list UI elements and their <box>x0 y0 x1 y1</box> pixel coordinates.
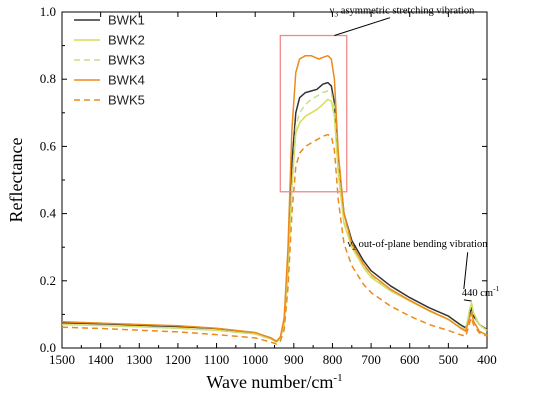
series-line-bwk5 <box>61 133 488 345</box>
annotation-pointer-v2 <box>463 252 469 290</box>
y-tick-label: 0.4 <box>40 206 57 221</box>
x-axis-title: Wave number/cm-1 <box>206 372 342 392</box>
x-tick-label: 800 <box>323 352 343 367</box>
annotation-superscript: -1 <box>493 284 499 293</box>
y-axis-title: Reflectance <box>6 138 26 223</box>
annotation-pointer-p440 <box>463 299 472 302</box>
annotation-subscript: 3 <box>334 10 338 19</box>
series-group <box>61 54 488 345</box>
x-tick-label: 900 <box>284 352 304 367</box>
x-tick-label: 1300 <box>126 352 152 367</box>
x-tick-label: 500 <box>439 352 459 367</box>
highlight-box <box>279 34 348 193</box>
x-axis-title-main: Wave number/cm <box>206 372 333 392</box>
y-tick-label: 0.8 <box>40 71 56 86</box>
annotation-subscript: 2 <box>352 243 356 252</box>
y-tick-label: 1.0 <box>40 4 56 19</box>
x-tick-label: 1400 <box>88 352 114 367</box>
legend-label-bwk3: BWK3 <box>108 53 145 68</box>
y-tick-label: 0.6 <box>40 138 57 153</box>
x-tick-label: 700 <box>361 352 381 367</box>
annotation-symbol: ν <box>330 6 335 17</box>
legend-label-bwk1: BWK1 <box>108 13 145 28</box>
y-tick-label: 0.0 <box>40 340 56 355</box>
axes: Reflectance Wave number/cm-1 1500 1400 130… <box>6 4 497 392</box>
series-line-bwk4 <box>61 54 488 343</box>
series-line-bwk3 <box>61 90 488 344</box>
annotation-text: 440 cm <box>462 288 493 299</box>
x-tick-label: 1100 <box>204 352 230 367</box>
y-tick-label: 0.2 <box>40 273 56 288</box>
x-tick-label: 1500 <box>49 352 75 367</box>
legend: BWK1 BWK2 BWK3 BWK4 BWK5 <box>74 13 145 108</box>
legend-label-bwk5: BWK5 <box>108 93 145 108</box>
annotation-v3: ν3 asymmetric stretching vibration <box>330 6 475 19</box>
x-tick-label: 600 <box>400 352 420 367</box>
series-line-bwk1 <box>61 81 488 343</box>
x-tick-label: 1200 <box>165 352 191 367</box>
annotation-symbol: ν <box>347 239 352 250</box>
x-tick-label: 400 <box>477 352 497 367</box>
annotation-pointer-v3 <box>334 17 391 36</box>
x-axis-title-sup: -1 <box>333 372 342 384</box>
annotation-p440: 440 cm-1 <box>462 284 500 299</box>
legend-label-bwk4: BWK4 <box>108 73 145 88</box>
legend-label-bwk2: BWK2 <box>108 33 145 48</box>
annotation-text: out-of-plane bending vibration <box>356 239 488 250</box>
annotation-v2: ν2 out-of-plane bending vibration <box>347 239 488 252</box>
annotation-text: asymmetric stretching vibration <box>338 6 475 17</box>
series-line-bwk2 <box>61 98 488 343</box>
x-tick-label: 1000 <box>242 352 268 367</box>
